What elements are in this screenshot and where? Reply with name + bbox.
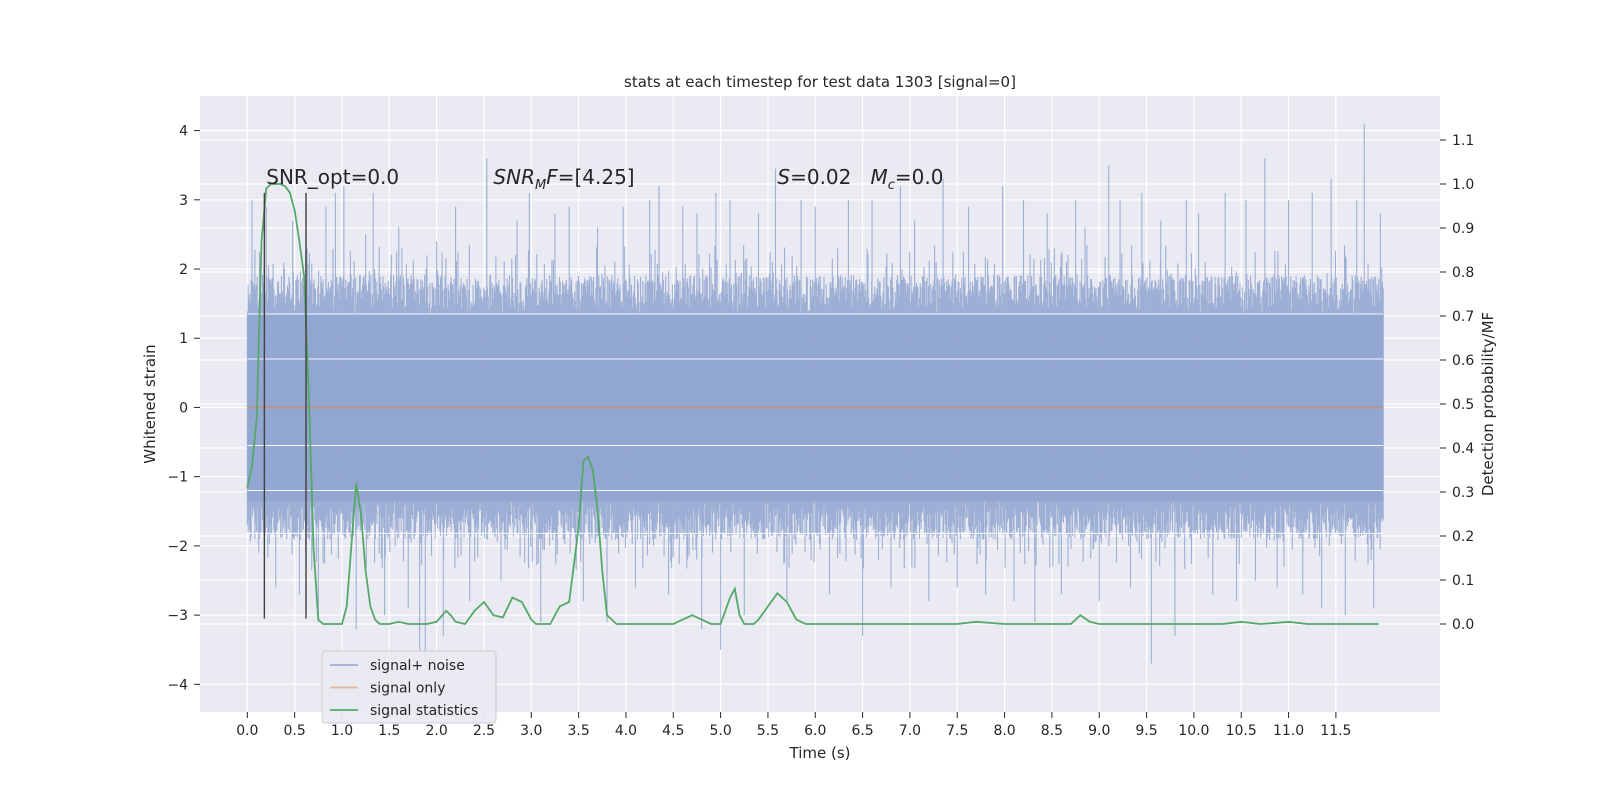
y-left-tick-label: −4	[167, 677, 188, 693]
annotation-part: F	[546, 165, 558, 189]
x-tick-label: 4.0	[615, 723, 637, 739]
x-tick-label: 11.5	[1320, 723, 1351, 739]
annotation-1: SNRMF=[4.25]	[493, 165, 634, 193]
chart-title: stats at each timestep for test data 130…	[624, 73, 1016, 91]
legend-label: signal only	[370, 681, 445, 697]
legend-label: signal statistics	[370, 703, 478, 719]
y-left-tick-label: −3	[167, 608, 188, 624]
annotation-0: SNR_opt=0.0	[266, 165, 399, 189]
x-tick-label: 10.5	[1226, 723, 1257, 739]
y-right-tick-label: 1.1	[1452, 133, 1474, 149]
marker-layer	[263, 192, 307, 619]
legend-label: signal+ noise	[370, 658, 465, 674]
annotation-part: =0.02	[790, 165, 870, 189]
annotation-part: M	[870, 165, 887, 189]
legend-box	[321, 650, 497, 724]
x-tick-label: 4.5	[662, 723, 684, 739]
y-axis-right-label: Detection probability/MF	[1479, 312, 1497, 496]
annotation-layer: SNR_opt=0.0 SNRMF=[4.25] S=0.02 Mc=0.0	[266, 165, 943, 193]
annotation-2: S=0.02 Mc=0.0	[777, 165, 943, 193]
y-left-tick-label: 1	[179, 331, 188, 347]
y-axis-left-label: Whitened strain	[141, 344, 159, 463]
y-left-tick-label: −1	[167, 470, 188, 486]
series-layer	[246, 123, 1384, 664]
x-tick-label: 6.0	[804, 723, 826, 739]
x-tick-label: 10.0	[1178, 723, 1209, 739]
x-tick-label: 8.0	[993, 723, 1015, 739]
y-left-tick-label: 4	[179, 124, 188, 140]
y-right-tick-label: 0.2	[1452, 529, 1474, 545]
y-right-tick-label: 0.5	[1452, 397, 1474, 413]
series-signal-statistics	[246, 183, 1379, 626]
y-axis-left: 4 3 2 1 0 −1 −2 −3 −4	[167, 124, 200, 693]
x-axis: 0.0 0.5 1.0 1.5 2.0 2.5 3.0 3.5 4.0 4.5 5.0 5.5 6.0 6…	[236, 712, 1351, 739]
x-tick-label: 3.5	[567, 723, 589, 739]
x-tick-label: 2.5	[473, 723, 495, 739]
y-right-tick-label: 0.7	[1452, 309, 1474, 325]
annotation-part: SNR_opt=0.0	[266, 165, 399, 189]
x-axis-label: Time (s)	[789, 744, 851, 762]
annotation-part: =0.0	[895, 165, 944, 189]
y-right-tick-label: 0.8	[1452, 265, 1474, 281]
annotation-part: M	[535, 178, 546, 193]
y-right-tick-label: 0.9	[1452, 221, 1474, 237]
y-left-tick-label: −2	[167, 539, 188, 555]
y-right-tick-label: 1.0	[1452, 177, 1474, 193]
x-tick-label: 5.5	[757, 723, 779, 739]
x-tick-label: 1.5	[378, 723, 400, 739]
x-tick-label: 2.0	[426, 723, 448, 739]
noise-trace	[246, 123, 1384, 664]
y-right-tick-label: 0.6	[1452, 353, 1474, 369]
x-tick-label: 8.5	[1041, 723, 1063, 739]
x-tick-label: 6.5	[851, 723, 873, 739]
annotation-part: c	[888, 178, 895, 193]
y-left-tick-label: 3	[179, 193, 188, 209]
y-right-tick-label: 0.3	[1452, 485, 1474, 501]
x-tick-label: 9.0	[1088, 723, 1110, 739]
x-tick-label: 0.5	[284, 723, 306, 739]
annotation-part: =[4.25]	[558, 165, 635, 189]
x-tick-label: 5.0	[709, 723, 731, 739]
y-right-tick-label: 0.0	[1452, 617, 1474, 633]
y-right-tick-label: 0.1	[1452, 573, 1474, 589]
x-tick-label: 7.5	[946, 723, 968, 739]
x-tick-label: 9.5	[1135, 723, 1157, 739]
x-tick-label: 7.0	[899, 723, 921, 739]
y-left-tick-label: 2	[179, 262, 188, 278]
annotation-part: S	[777, 165, 790, 189]
annotation-part: SNR	[493, 165, 535, 189]
x-tick-label: 0.0	[236, 723, 258, 739]
x-tick-label: 1.0	[331, 723, 353, 739]
x-tick-label: 11.0	[1273, 723, 1304, 739]
y-axis-right: 1.1 1.0 0.9 0.8 0.7 0.6 0.5 0.4 0.3 0.2 0.1 0.0	[1440, 133, 1474, 633]
legend: signal+ noise signal only signal statistic…	[321, 650, 497, 724]
y-left-tick-label: 0	[179, 400, 188, 416]
x-tick-label: 3.0	[520, 723, 542, 739]
y-right-tick-label: 0.4	[1452, 441, 1474, 457]
